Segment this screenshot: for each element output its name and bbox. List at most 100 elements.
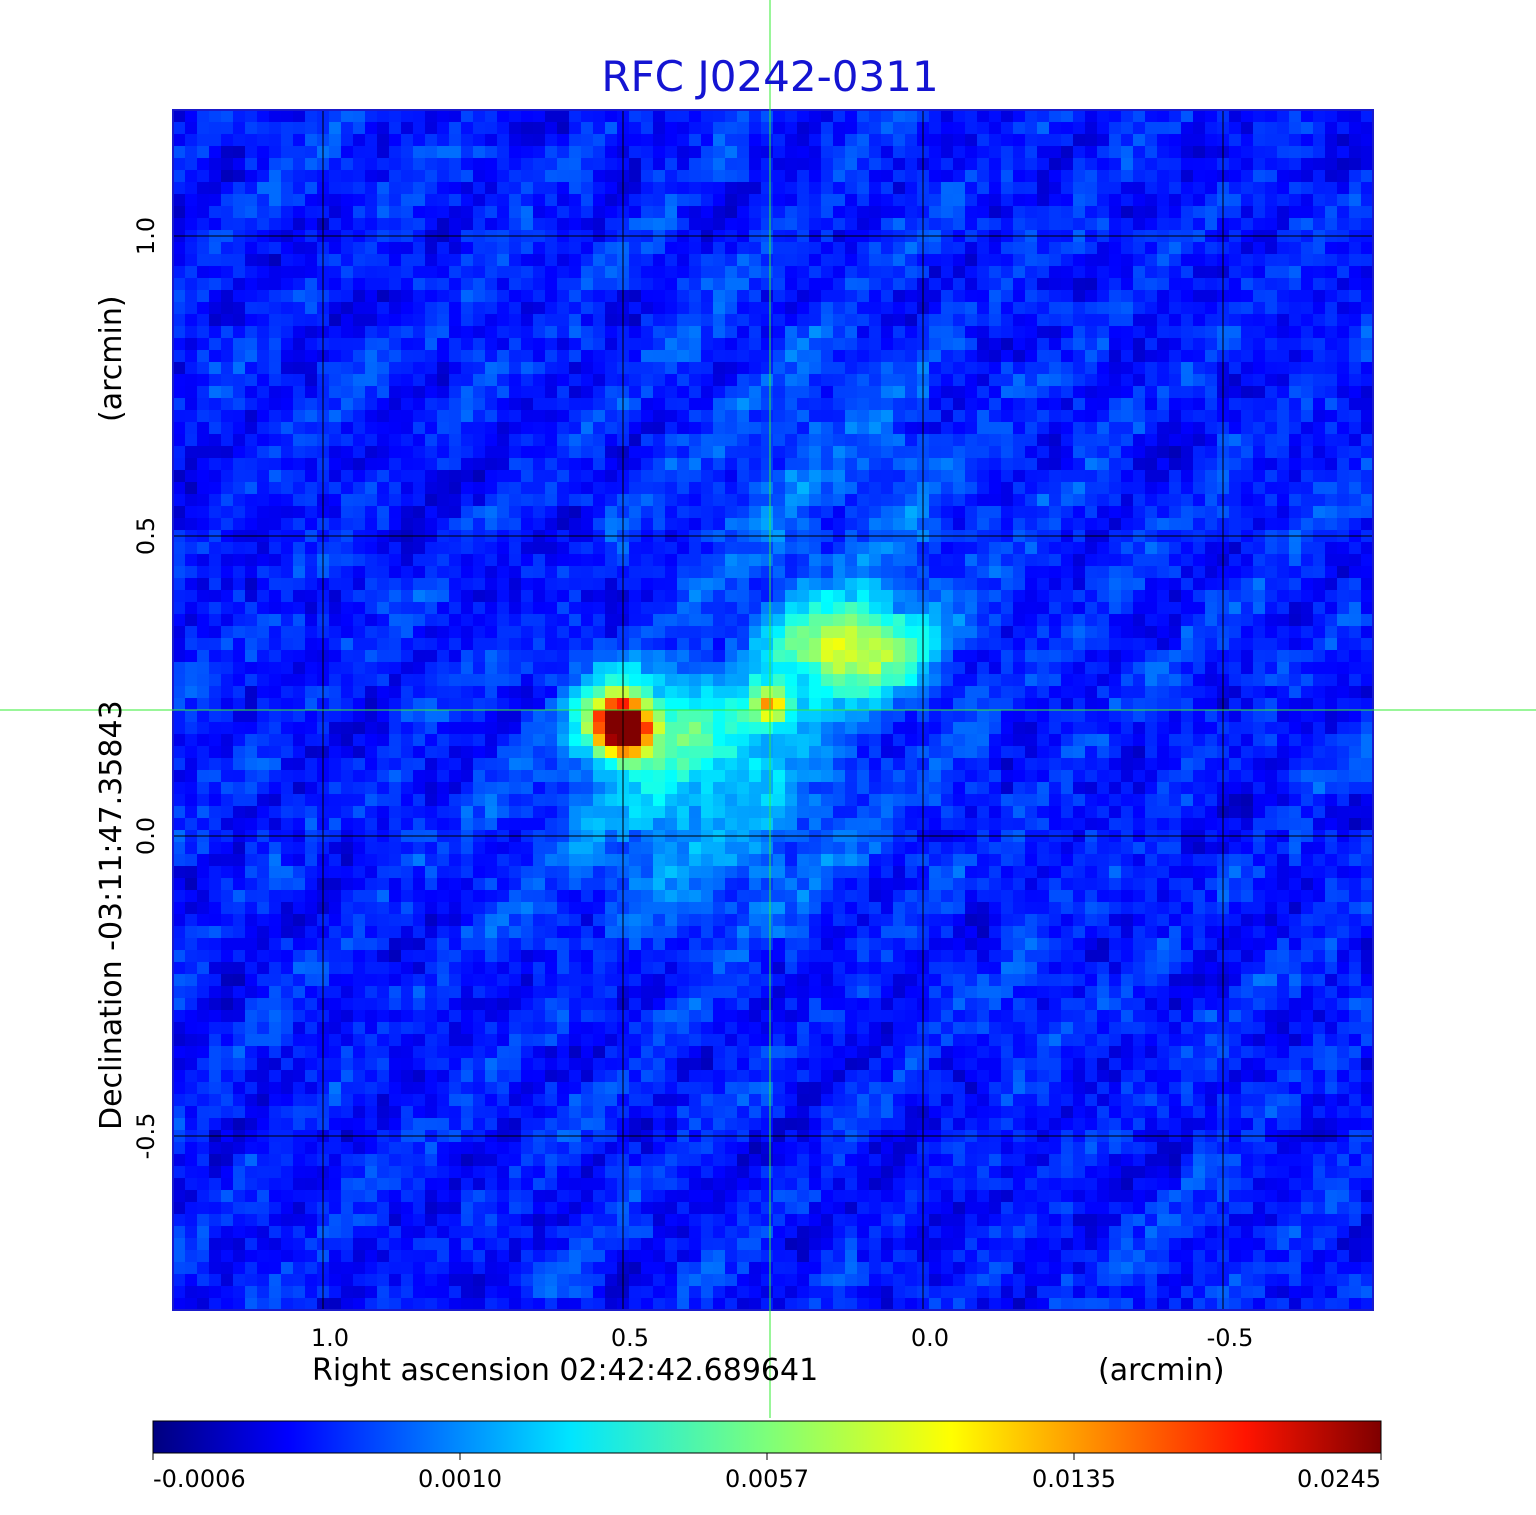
heatmap-cell [605,206,618,219]
heatmap-cell [401,326,414,339]
heatmap-cell [1301,338,1314,351]
heatmap-cell [221,374,234,387]
heatmap-cell [833,602,846,615]
heatmap-cell [677,422,690,435]
heatmap-cell [593,362,606,375]
heatmap-cell [341,122,354,135]
heatmap-cell [353,362,366,375]
heatmap-cell [1361,158,1373,171]
heatmap-cell [305,146,318,159]
heatmap-cell [1073,134,1086,147]
heatmap-cell [785,614,798,627]
heatmap-cell [1349,326,1362,339]
heatmap-cell [245,518,258,531]
heatmap-cell [1109,110,1122,123]
heatmap-cell [761,458,774,471]
heatmap-cell [569,422,582,435]
heatmap-cell [881,614,894,627]
heatmap-cell [1361,614,1373,627]
heatmap-cell [221,218,234,231]
heatmap-cell [1097,698,1110,711]
heatmap-cell [1325,506,1338,519]
heatmap-cell [857,422,870,435]
heatmap-cell [1325,362,1338,375]
heatmap-cell [605,266,618,279]
heatmap-cell [1313,410,1326,423]
heatmap-cell [713,314,726,327]
heatmap-cell [1133,614,1146,627]
heatmap-cell [1025,122,1038,135]
heatmap-cell [449,650,462,663]
heatmap-cell [881,170,894,183]
heatmap-cell [1301,374,1314,387]
heatmap-cell [749,206,762,219]
heatmap-cell [473,482,486,495]
heatmap-cell [197,122,210,135]
heatmap-cell [641,422,654,435]
heatmap-cell [557,374,570,387]
heatmap-cell [497,578,510,591]
heatmap-cell [665,218,678,231]
heatmap-cell [1169,602,1182,615]
heatmap-cell [293,674,306,687]
heatmap-cell [449,218,462,231]
heatmap-cell [1301,698,1314,711]
heatmap-cell [749,326,762,339]
heatmap-cell [1301,266,1314,279]
heatmap-cell [941,170,954,183]
heatmap-cell [437,182,450,195]
heatmap-cell [749,662,762,675]
heatmap-cell [521,590,534,603]
heatmap-cell [281,662,294,675]
heatmap-cell [245,482,258,495]
heatmap-cell [293,338,306,351]
heatmap-cell [437,266,450,279]
heatmap-cell [641,398,654,411]
heatmap-cell [1265,446,1278,459]
heatmap-cell [605,590,618,603]
heatmap-cell [605,326,618,339]
heatmap-cell [941,614,954,627]
heatmap-cell [1241,458,1254,471]
heatmap-cell [941,206,954,219]
heatmap-cell [209,374,222,387]
heatmap-cell [293,218,306,231]
heatmap-cell [845,194,858,207]
heatmap-cell [869,194,882,207]
heatmap-cell [665,182,678,195]
heatmap-cell [989,542,1002,555]
heatmap-cell [437,194,450,207]
heatmap-cell [497,146,510,159]
heatmap-cell [533,242,546,255]
heatmap-cell [545,470,558,483]
heatmap-cell [1133,458,1146,471]
heatmap-cell [1301,578,1314,591]
heatmap-cell [365,458,378,471]
heatmap-cell [1253,314,1266,327]
heatmap-cell [545,302,558,315]
heatmap-cell [209,398,222,411]
heatmap-cell [1193,554,1206,567]
heatmap-cell [761,242,774,255]
heatmap-cell [1037,626,1050,639]
heatmap-cell [497,218,510,231]
heatmap-cell [773,254,786,267]
heatmap-cell [401,398,414,411]
heatmap-cell [773,170,786,183]
heatmap-cell [521,278,534,291]
heatmap-cell [833,110,846,123]
heatmap-cell [737,218,750,231]
heatmap-cell [413,518,426,531]
heatmap-cell [857,302,870,315]
heatmap-cell [725,110,738,123]
heatmap-cell [1109,302,1122,315]
heatmap-cell [1049,398,1062,411]
heatmap-cell [545,410,558,423]
heatmap-cell [1301,314,1314,327]
heatmap-cell [881,662,894,675]
heatmap-cell [641,458,654,471]
heatmap-cell [1253,554,1266,567]
heatmap-cell [1181,590,1194,603]
heatmap-cell [1097,122,1110,135]
heatmap-cell [1325,254,1338,267]
